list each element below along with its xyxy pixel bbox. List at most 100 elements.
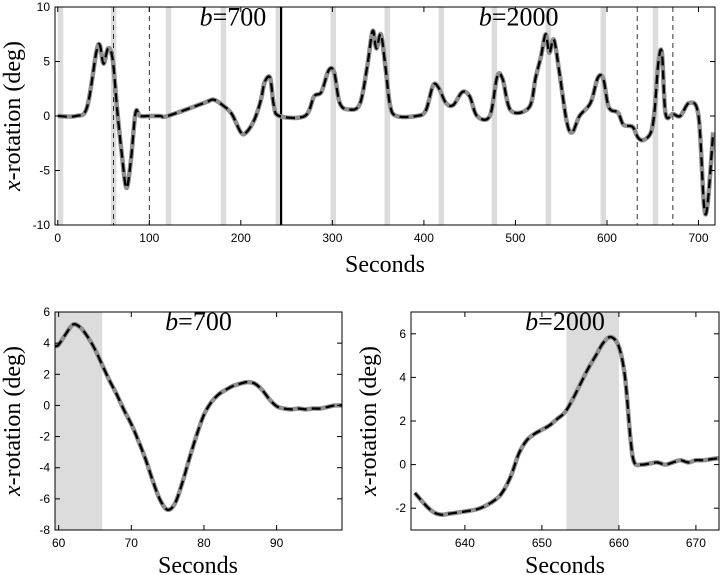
x-tick-label: 650	[532, 536, 552, 550]
data-point	[138, 441, 139, 442]
x-tick-label: 300	[322, 231, 342, 245]
data-point	[283, 408, 284, 409]
data-point	[680, 115, 681, 116]
data-point	[689, 102, 690, 103]
annotation-var: b	[200, 3, 213, 32]
y-tick-label: 4	[43, 336, 50, 350]
data-point	[623, 124, 624, 125]
data-point	[713, 132, 714, 133]
data-point	[140, 115, 141, 116]
shaded-band	[600, 7, 607, 225]
data-point	[102, 364, 103, 365]
y-tick-label: -4	[39, 461, 50, 475]
data-point	[703, 460, 704, 461]
data-point	[445, 102, 446, 103]
data-point	[416, 115, 417, 116]
y-axis-label: x-rotation (deg)	[0, 346, 26, 497]
data-point	[196, 434, 197, 435]
data-point	[617, 112, 618, 113]
y-axis-label-var: x	[0, 180, 26, 192]
data-point	[312, 408, 313, 409]
y-tick-label: -6	[39, 492, 50, 506]
y-tick-label: -5	[39, 164, 50, 178]
data-point	[703, 205, 704, 206]
plot-area	[57, 7, 715, 225]
y-tick-label: -10	[33, 218, 51, 232]
data-point	[334, 405, 335, 406]
y-tick-label: -2	[395, 501, 406, 515]
data-point	[123, 410, 124, 411]
data-point	[489, 115, 490, 116]
x-tick-label: 70	[125, 536, 139, 550]
data-point	[526, 440, 527, 441]
y-tick-label: -8	[39, 523, 50, 537]
data-point	[385, 66, 386, 67]
data-point	[665, 113, 666, 114]
x-tick-label: 670	[686, 536, 706, 550]
data-point	[270, 77, 271, 78]
x-tick-label: 500	[505, 231, 525, 245]
panel-1: 0 100 200 300 400 500 600 700 -10 -5 0 5 10 Seconds x-…	[0, 0, 716, 278]
data-point	[189, 458, 190, 459]
y-axis-label: x-rotation (deg)	[0, 41, 26, 192]
x-tick-label: 400	[414, 231, 434, 245]
data-point	[334, 72, 335, 73]
data-point	[103, 63, 104, 64]
data-point	[348, 109, 349, 110]
data-point	[73, 324, 74, 325]
x-tick-label: 700	[689, 231, 709, 245]
data-point	[641, 464, 642, 465]
data-point	[643, 139, 644, 140]
data-point	[174, 503, 175, 504]
data-point	[367, 66, 368, 67]
data-point	[549, 52, 550, 53]
data-point	[658, 63, 659, 64]
data-point	[432, 85, 433, 86]
plot-frame	[410, 311, 720, 531]
y-axis-label: x-rotation (deg)	[356, 346, 382, 497]
data-point	[453, 105, 454, 106]
panel-2: 60 70 80 90 -8 -6 -4 -2 0 2 4 6 Seconds x-rotation (d…	[0, 305, 343, 575]
y-tick-label: 6	[43, 305, 50, 319]
x-tick-label: 0	[54, 231, 61, 245]
data-point	[579, 115, 580, 116]
data-point	[632, 126, 633, 127]
data-point	[680, 460, 681, 461]
data-point	[313, 96, 314, 97]
data-point	[112, 59, 113, 60]
data-point	[564, 412, 565, 413]
data-point	[698, 115, 699, 116]
annotation-text: =2000	[492, 3, 559, 32]
data-point	[305, 409, 306, 410]
data-point	[634, 462, 635, 463]
series-estimate-line	[57, 29, 715, 216]
data-point	[695, 460, 696, 461]
x-axis-label: Seconds	[525, 553, 605, 575]
data-point	[495, 499, 496, 500]
data-point	[462, 91, 463, 92]
data-point	[638, 137, 639, 138]
data-point	[75, 115, 76, 116]
data-point	[149, 115, 150, 116]
data-point	[396, 115, 397, 116]
data-point	[152, 481, 153, 482]
data-point	[65, 333, 66, 334]
data-point	[328, 70, 329, 71]
data-point	[222, 105, 223, 106]
data-point	[510, 110, 511, 111]
data-point	[225, 389, 226, 390]
data-point	[449, 513, 450, 514]
data-point	[559, 72, 560, 73]
data-point	[167, 509, 168, 510]
data-point	[213, 99, 214, 100]
data-point	[145, 459, 146, 460]
series-estimate-line	[413, 335, 719, 516]
y-tick-label: 0	[43, 109, 50, 123]
data-point	[611, 336, 612, 337]
y-tick-label: 0	[43, 398, 50, 412]
data-point	[557, 418, 558, 419]
x-tick-label: 640	[455, 536, 475, 550]
y-axis-label-text: -rotation (deg)	[0, 41, 26, 180]
data-point	[372, 30, 373, 31]
data-point	[96, 52, 97, 53]
